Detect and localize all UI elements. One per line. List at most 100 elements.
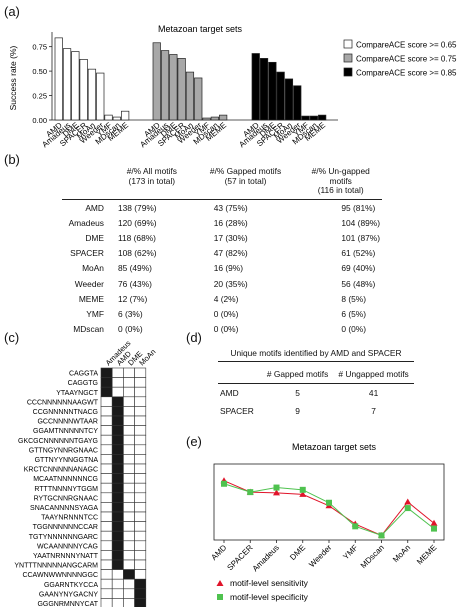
matrix-cell: [100, 502, 113, 513]
matrix-cell: [100, 377, 113, 388]
header-ungapped: #/% Un-gapped motifs (116 in total): [299, 166, 382, 200]
row-label: DME: [85, 232, 104, 243]
y-tick-label: 0.25: [32, 92, 47, 101]
matrix-cell: [100, 492, 113, 503]
matrix-cell: [123, 482, 135, 494]
matrix-cell: [100, 550, 113, 561]
matrix-cell: [134, 550, 147, 561]
motif-label: KRCTCNNNNNANAGC: [24, 467, 98, 474]
bar: [268, 61, 277, 121]
matrix-cell: [134, 492, 147, 503]
data-point: [299, 490, 307, 497]
matrix-cell: [100, 367, 113, 378]
motif-label: TGTYNNNNNNGARC: [29, 534, 98, 541]
matrix-cell: [111, 588, 124, 599]
matrix-cell: [123, 550, 135, 561]
header-ungapped-d: # Ungapped motifs: [338, 369, 409, 379]
table-cell: 120 (69%): [117, 217, 157, 228]
matrix-cell: [100, 578, 113, 590]
bar: [301, 115, 310, 121]
matrix-cell: [123, 463, 135, 474]
table-row: YMF 6 (3%) 0 (0%) 6 (5%): [62, 306, 382, 321]
bar: [293, 85, 302, 121]
matrix-cell: [134, 454, 147, 465]
bar: [202, 117, 211, 121]
x-tick-label: Weeder: [307, 543, 333, 569]
data-point: [221, 480, 227, 487]
row-label: SPACER: [70, 248, 104, 259]
matrix-cell: [100, 598, 113, 607]
data-point: [326, 499, 332, 506]
matrix-cell: [123, 559, 135, 570]
panel-d-label: (d): [186, 330, 202, 345]
data-point: [430, 519, 438, 526]
matrix-cell: [123, 406, 135, 417]
matrix-cell: [134, 569, 147, 580]
motif-label: CCAWNWWNNNNGGC: [22, 572, 98, 579]
bar: [152, 42, 161, 121]
row-label: Weeder: [74, 278, 104, 289]
table-row: AMD 138 (79%) 43 (75%) 95 (81%): [62, 199, 382, 215]
matrix-cell: [100, 415, 113, 426]
table-cell: 0 (0%): [213, 308, 239, 319]
matrix-cell: [123, 588, 135, 599]
matrix-cell: [111, 473, 124, 484]
matrix-cell: [100, 386, 113, 398]
matrix-cell: [111, 559, 124, 570]
data-point: [352, 523, 359, 530]
matrix-cell: [123, 492, 135, 503]
chart-title: Metazoan target sets: [158, 24, 243, 34]
y-tick-label: 0.50: [32, 67, 47, 76]
data-point: [404, 505, 411, 512]
table-cell: 0 (0%): [341, 324, 367, 335]
matrix-cell: [111, 482, 124, 494]
motif-label: CAGGTA: [69, 371, 98, 378]
matrix-cell: [111, 444, 124, 455]
data-point: [273, 489, 280, 496]
motif-label: WCAANNNNYCAG: [37, 543, 98, 550]
matrix-cell: [123, 511, 135, 522]
matrix-cell: [100, 530, 113, 542]
matrix-cell: [100, 569, 113, 580]
matrix-cell: [111, 434, 124, 446]
table-cell: 138 (79%): [117, 202, 157, 213]
x-tick-label: MoAn: [391, 543, 412, 564]
data-point: [247, 489, 254, 496]
matrix-cell: [111, 415, 124, 426]
matrix-cell: [100, 454, 113, 465]
bar: [259, 58, 269, 121]
header-gapped-d: # Gapped motifs: [266, 369, 329, 379]
motif-success-table: #/% All motifs (173 in total) #/% Gapped …: [62, 166, 382, 337]
motif-label: GGARNTKYCCA: [44, 582, 98, 589]
matrix-cell: [100, 511, 113, 522]
matrix-cell: [111, 598, 124, 607]
matrix-cell: [111, 377, 124, 388]
matrix-cell: [123, 367, 135, 378]
table-row: DME 118 (68%) 17 (30%) 101 (87%): [62, 230, 382, 245]
matrix-cell: [100, 425, 113, 436]
matrix-cell: [111, 511, 124, 522]
matrix-cell: [134, 473, 147, 484]
bar: [160, 50, 170, 121]
matrix-cell: [123, 502, 135, 513]
row-label: MoAn: [82, 263, 104, 274]
matrix-cell: [111, 454, 124, 465]
data-point: [299, 486, 306, 493]
table-cell: 4 (2%): [213, 293, 239, 304]
bar: [318, 114, 327, 121]
bar: [219, 114, 228, 121]
matrix-cell: [111, 502, 124, 513]
data-point: [431, 525, 437, 532]
matrix-cell: [123, 473, 135, 484]
motif-label: GAANYNYGACNY: [39, 591, 98, 598]
matrix-cell: [123, 578, 135, 590]
matrix-cell: [111, 425, 124, 436]
matrix-cell: [123, 425, 135, 436]
bar: [169, 54, 178, 121]
table-cell: 0 (0%): [117, 324, 143, 335]
y-axis-label: Success rate (%): [8, 45, 18, 110]
table-cell: 47 (82%): [213, 248, 248, 259]
panel-e-label: (e): [186, 434, 202, 449]
matrix-cell: [123, 530, 135, 542]
matrix-cell: [111, 578, 124, 590]
